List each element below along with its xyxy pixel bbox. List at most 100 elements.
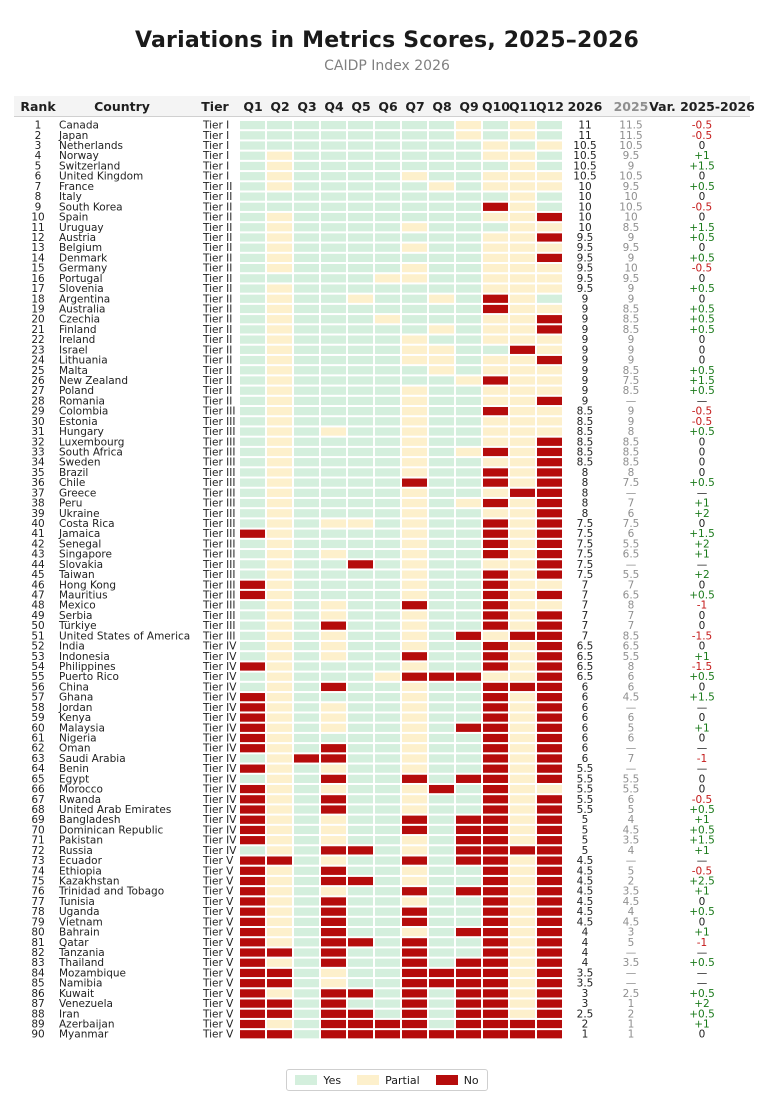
score-cell bbox=[456, 284, 481, 293]
score-cell bbox=[267, 447, 292, 457]
cell-score-2026: 7 bbox=[582, 579, 589, 591]
cell-country: Ethiopia bbox=[59, 865, 102, 877]
cell-variation: 0 bbox=[699, 344, 706, 356]
score-cell bbox=[321, 887, 346, 896]
cell-variation: -1 bbox=[697, 753, 707, 765]
score-cell bbox=[537, 846, 562, 855]
score-cell bbox=[375, 396, 400, 406]
cell-score-2025: 3.5 bbox=[623, 886, 640, 898]
score-cell bbox=[375, 325, 400, 334]
score-cell bbox=[321, 907, 346, 916]
score-cell bbox=[402, 366, 427, 375]
score-cell bbox=[294, 182, 319, 191]
score-cell bbox=[510, 345, 535, 354]
cell-variation: 0 bbox=[699, 610, 706, 622]
cell-score-2025: 10 bbox=[624, 191, 637, 203]
score-cell bbox=[348, 366, 373, 375]
cell-score-2026: 5 bbox=[582, 835, 589, 847]
score-cell bbox=[483, 233, 508, 242]
cell-rank: 64 bbox=[31, 763, 45, 775]
score-cell bbox=[321, 325, 346, 334]
score-cell bbox=[510, 335, 535, 344]
score-cell bbox=[294, 784, 319, 794]
cell-country: Lithuania bbox=[59, 355, 108, 367]
score-cell bbox=[537, 1019, 562, 1029]
score-cell bbox=[537, 172, 562, 181]
score-cell bbox=[510, 1030, 535, 1039]
score-cell bbox=[240, 202, 265, 211]
score-cell bbox=[510, 539, 535, 549]
cell-rank: 35 bbox=[31, 467, 44, 479]
score-cell bbox=[375, 948, 400, 957]
cell-score-2025: — bbox=[626, 967, 637, 979]
score-cell bbox=[267, 498, 292, 508]
cell-score-2025: 7 bbox=[628, 579, 635, 591]
cell-rank: 57 bbox=[31, 692, 44, 704]
score-cell bbox=[483, 253, 508, 263]
cell-tier: Tier V bbox=[202, 896, 234, 908]
cell-score-2026: 4 bbox=[582, 957, 589, 969]
cell-score-2025: 2 bbox=[628, 876, 635, 888]
score-cell bbox=[429, 836, 454, 845]
cell-country: Ireland bbox=[59, 334, 95, 346]
score-cell bbox=[537, 274, 562, 283]
score-cell bbox=[294, 396, 319, 406]
score-cell bbox=[321, 927, 346, 937]
score-cell bbox=[429, 294, 454, 303]
score-cell bbox=[402, 570, 427, 579]
score-cell bbox=[267, 580, 292, 589]
cell-variation: -1.5 bbox=[692, 661, 713, 673]
cell-country: Malaysia bbox=[59, 722, 105, 734]
score-cell bbox=[483, 529, 508, 538]
score-cell bbox=[321, 723, 346, 732]
score-cell bbox=[456, 539, 481, 549]
score-cell bbox=[429, 774, 454, 783]
score-cell bbox=[483, 795, 508, 804]
score-cell bbox=[267, 805, 292, 814]
score-cell bbox=[267, 468, 292, 477]
score-cell bbox=[267, 345, 292, 354]
score-cell bbox=[402, 427, 427, 436]
score-cell bbox=[321, 498, 346, 508]
cell-variation: 0 bbox=[699, 784, 706, 796]
score-cell bbox=[267, 1019, 292, 1029]
score-cell bbox=[402, 856, 427, 865]
score-cell bbox=[537, 764, 562, 773]
cell-score-2026: 9 bbox=[582, 303, 589, 315]
score-cell bbox=[510, 744, 535, 753]
score-cell bbox=[456, 141, 481, 150]
cell-score-2025: 6 bbox=[628, 712, 635, 724]
cell-country: Kazakhstan bbox=[59, 876, 120, 888]
score-cell bbox=[429, 131, 454, 140]
cell-rank: 54 bbox=[31, 661, 45, 673]
score-cell bbox=[429, 917, 454, 926]
score-cell bbox=[456, 243, 481, 252]
score-cell bbox=[240, 611, 265, 620]
cell-tier: Tier III bbox=[202, 498, 235, 510]
cell-rank: 37 bbox=[31, 487, 44, 499]
score-cell bbox=[375, 836, 400, 845]
score-cell bbox=[267, 284, 292, 293]
score-cell bbox=[267, 703, 292, 712]
score-cell bbox=[375, 212, 400, 222]
cell-country: Portugal bbox=[59, 273, 103, 285]
score-cell bbox=[348, 764, 373, 773]
header-q2: Q2 bbox=[270, 99, 289, 114]
score-cell bbox=[483, 294, 508, 303]
score-cell bbox=[402, 437, 427, 446]
score-cell bbox=[375, 498, 400, 508]
cell-score-2026: 10 bbox=[578, 181, 591, 193]
score-cell bbox=[348, 335, 373, 344]
score-cell bbox=[456, 774, 481, 783]
score-cell bbox=[348, 488, 373, 497]
score-cell bbox=[456, 825, 481, 835]
score-cell bbox=[267, 999, 292, 1008]
cell-country: Japan bbox=[58, 130, 88, 142]
legend-label-no: No bbox=[463, 1073, 479, 1087]
score-cell bbox=[375, 345, 400, 354]
cell-score-2025: — bbox=[626, 763, 637, 775]
score-cell bbox=[267, 182, 292, 191]
score-cell bbox=[483, 570, 508, 579]
score-cell bbox=[537, 243, 562, 252]
cell-rank: 46 bbox=[31, 579, 45, 591]
